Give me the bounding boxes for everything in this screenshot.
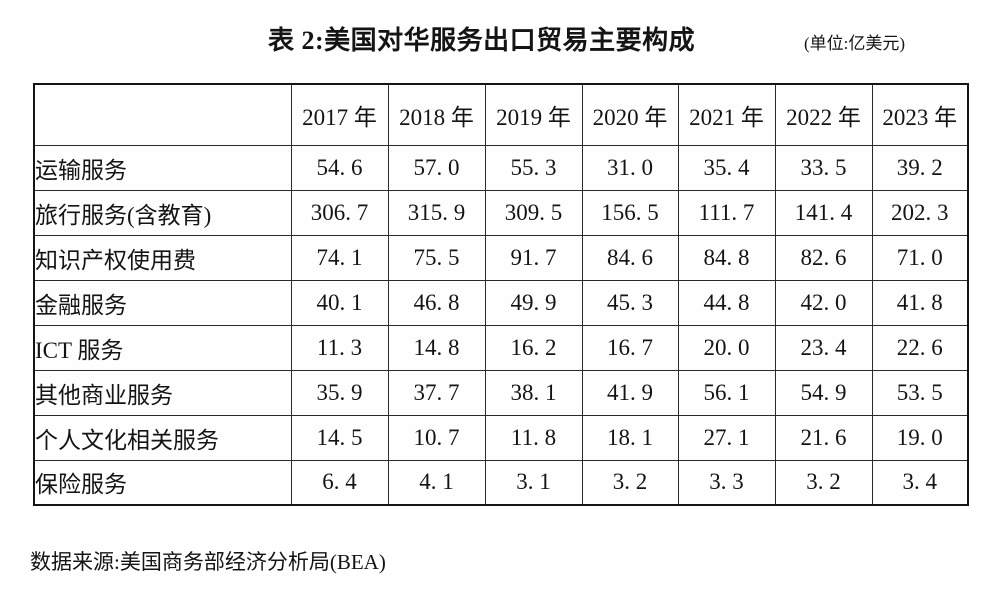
table-row-ict-services: ICT 服务 11. 3 14. 8 16. 2 16. 7 20. 0 23.… xyxy=(33,324,969,371)
cell-personal-2020: 18. 1 xyxy=(581,414,679,461)
table-title: 表 2:美国对华服务出口贸易主要构成 xyxy=(268,26,696,55)
cell-ict-2022: 23. 4 xyxy=(774,324,873,371)
cell-financial-2021: 44. 8 xyxy=(677,279,776,326)
cell-other-2017: 35. 9 xyxy=(290,369,389,416)
cell-personal-2017: 14. 5 xyxy=(290,414,389,461)
cell-other-2019: 38. 1 xyxy=(484,369,583,416)
cell-personal-2021: 27. 1 xyxy=(677,414,776,461)
cell-ict-2021: 20. 0 xyxy=(677,324,776,371)
data-table: 2017 年 2018 年 2019 年 2020 年 2021 年 2022 … xyxy=(33,83,969,506)
cell-ip-2022: 82. 6 xyxy=(774,234,873,281)
cell-travel-2017: 306. 7 xyxy=(290,189,389,236)
col-header-2017: 2017 年 xyxy=(290,83,389,146)
cell-ip-2023: 71. 0 xyxy=(871,234,969,281)
cell-transport-2022: 33. 5 xyxy=(774,144,873,191)
col-header-2022: 2022 年 xyxy=(774,83,873,146)
cell-travel-2021: 111. 7 xyxy=(677,189,776,236)
cell-other-2023: 53. 5 xyxy=(871,369,969,416)
cell-travel-2020: 156. 5 xyxy=(581,189,679,236)
cell-insurance-2022: 3. 2 xyxy=(774,459,873,506)
cell-financial-2023: 41. 8 xyxy=(871,279,969,326)
cell-insurance-2021: 3. 3 xyxy=(677,459,776,506)
row-label-ict-services: ICT 服务 xyxy=(33,324,292,371)
cell-transport-2018: 57. 0 xyxy=(387,144,486,191)
cell-ict-2020: 16. 7 xyxy=(581,324,679,371)
cell-travel-2022: 141. 4 xyxy=(774,189,873,236)
table-row-ip-royalties: 知识产权使用费 74. 1 75. 5 91. 7 84. 6 84. 8 82… xyxy=(33,234,969,281)
cell-personal-2022: 21. 6 xyxy=(774,414,873,461)
cell-ict-2019: 16. 2 xyxy=(484,324,583,371)
cell-transport-2020: 31. 0 xyxy=(581,144,679,191)
cell-personal-2018: 10. 7 xyxy=(387,414,486,461)
cell-ict-2023: 22. 6 xyxy=(871,324,969,371)
cell-ict-2018: 14. 8 xyxy=(387,324,486,371)
data-source-note: 数据来源:美国商务部经济分析局(BEA) xyxy=(30,550,386,574)
row-label-travel-services: 旅行服务(含教育) xyxy=(33,189,292,236)
cell-other-2020: 41. 9 xyxy=(581,369,679,416)
row-label-insurance-services: 保险服务 xyxy=(33,459,292,506)
cell-financial-2017: 40. 1 xyxy=(290,279,389,326)
table-row-financial-services: 金融服务 40. 1 46. 8 49. 9 45. 3 44. 8 42. 0… xyxy=(33,279,969,326)
cell-financial-2022: 42. 0 xyxy=(774,279,873,326)
col-header-2023: 2023 年 xyxy=(871,83,969,146)
row-label-other-business-services: 其他商业服务 xyxy=(33,369,292,416)
col-header-2020: 2020 年 xyxy=(581,83,679,146)
row-label-ip-royalties: 知识产权使用费 xyxy=(33,234,292,281)
cell-ict-2017: 11. 3 xyxy=(290,324,389,371)
table-row-transport-services: 运输服务 54. 6 57. 0 55. 3 31. 0 35. 4 33. 5… xyxy=(33,144,969,191)
corner-cell xyxy=(33,83,292,146)
col-header-2021: 2021 年 xyxy=(677,83,776,146)
col-header-2018: 2018 年 xyxy=(387,83,486,146)
cell-financial-2020: 45. 3 xyxy=(581,279,679,326)
cell-transport-2019: 55. 3 xyxy=(484,144,583,191)
row-label-transport-services: 运输服务 xyxy=(33,144,292,191)
cell-financial-2019: 49. 9 xyxy=(484,279,583,326)
table-row-personal-cultural-services: 个人文化相关服务 14. 5 10. 7 11. 8 18. 1 27. 1 2… xyxy=(33,414,969,461)
cell-insurance-2023: 3. 4 xyxy=(871,459,969,506)
row-label-financial-services: 金融服务 xyxy=(33,279,292,326)
table-row-insurance-services: 保险服务 6. 4 4. 1 3. 1 3. 2 3. 3 3. 2 3. 4 xyxy=(33,459,969,506)
cell-insurance-2018: 4. 1 xyxy=(387,459,486,506)
unit-label: (单位:亿美元) xyxy=(804,34,906,53)
cell-transport-2023: 39. 2 xyxy=(871,144,969,191)
row-label-personal-cultural-services: 个人文化相关服务 xyxy=(33,414,292,461)
cell-travel-2019: 309. 5 xyxy=(484,189,583,236)
cell-other-2021: 56. 1 xyxy=(677,369,776,416)
cell-other-2018: 37. 7 xyxy=(387,369,486,416)
cell-travel-2018: 315. 9 xyxy=(387,189,486,236)
cell-ip-2019: 91. 7 xyxy=(484,234,583,281)
cell-ip-2021: 84. 8 xyxy=(677,234,776,281)
header-row: 2017 年 2018 年 2019 年 2020 年 2021 年 2022 … xyxy=(33,83,969,146)
cell-insurance-2020: 3. 2 xyxy=(581,459,679,506)
cell-ip-2017: 74. 1 xyxy=(290,234,389,281)
cell-financial-2018: 46. 8 xyxy=(387,279,486,326)
title-row: 表 2:美国对华服务出口贸易主要构成 (单位:亿美元) xyxy=(0,20,1000,60)
cell-personal-2019: 11. 8 xyxy=(484,414,583,461)
cell-ip-2018: 75. 5 xyxy=(387,234,486,281)
cell-transport-2017: 54. 6 xyxy=(290,144,389,191)
col-header-2019: 2019 年 xyxy=(484,83,583,146)
table-row-travel-services: 旅行服务(含教育) 306. 7 315. 9 309. 5 156. 5 11… xyxy=(33,189,969,236)
cell-travel-2023: 202. 3 xyxy=(871,189,969,236)
cell-other-2022: 54. 9 xyxy=(774,369,873,416)
table-row-other-business-services: 其他商业服务 35. 9 37. 7 38. 1 41. 9 56. 1 54.… xyxy=(33,369,969,416)
cell-personal-2023: 19. 0 xyxy=(871,414,969,461)
cell-insurance-2019: 3. 1 xyxy=(484,459,583,506)
cell-ip-2020: 84. 6 xyxy=(581,234,679,281)
cell-insurance-2017: 6. 4 xyxy=(290,459,389,506)
cell-transport-2021: 35. 4 xyxy=(677,144,776,191)
